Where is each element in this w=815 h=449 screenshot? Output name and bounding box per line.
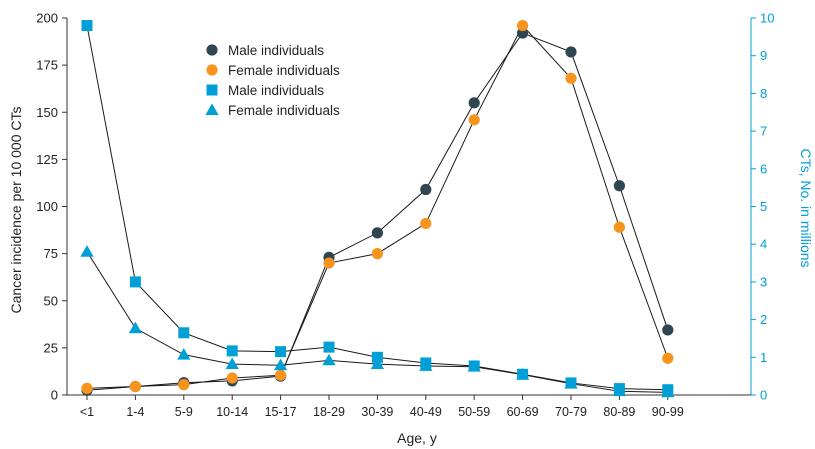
x-tick-label: 1-4 xyxy=(126,405,144,419)
y-left-tick-label: 75 xyxy=(44,246,58,261)
male-individuals-square-point xyxy=(129,276,141,288)
legend-marker-female-individuals-triangle xyxy=(205,103,219,115)
female-individuals-triangle-point xyxy=(612,384,626,397)
series-markers xyxy=(80,19,675,398)
y-left-tick-label: 25 xyxy=(44,340,58,355)
female-individuals-circle-point xyxy=(178,379,190,391)
male-individuals-square-point xyxy=(81,20,93,32)
y-right-tick-label: 9 xyxy=(760,48,767,63)
male-individuals-circle-point xyxy=(565,46,577,58)
legend-marker-female-individuals-circle xyxy=(206,64,218,76)
male-individuals-circle-point xyxy=(662,324,674,336)
male-individuals-circle-point xyxy=(468,97,480,109)
axes: 0 25 50 75 100 125 150 175 200 0 1 2 3 4 5 6 7 8 9 10 <1 1-4 5… xyxy=(36,11,774,420)
y-left-tick-label: 50 xyxy=(44,293,58,308)
male-individuals-square-point xyxy=(323,341,335,353)
male-individuals-circle-point xyxy=(420,183,432,196)
x-tick-label: 60-69 xyxy=(507,405,539,419)
y-right-tick-label: 4 xyxy=(760,237,767,252)
female-individuals-circle-point xyxy=(468,114,480,126)
female-individuals-circle-point xyxy=(565,72,577,84)
female-individuals-circle-point xyxy=(81,382,93,395)
female-individuals-triangle-point xyxy=(564,377,578,389)
x-tick-label: 90-99 xyxy=(652,405,684,419)
female-individuals-circle-point xyxy=(275,369,287,381)
female-individuals-circle-point xyxy=(226,372,238,384)
female-individuals-circle-point xyxy=(662,352,674,364)
legend-marker-male-individuals-square xyxy=(206,84,218,96)
female-individuals-triangle-point xyxy=(467,360,481,372)
male-individuals-square-point xyxy=(226,345,238,357)
legend-label: Female individuals xyxy=(228,63,340,78)
female-individuals-circle-point xyxy=(371,248,383,260)
series-lines xyxy=(86,24,669,393)
y-left-tick-label: 200 xyxy=(36,11,58,26)
male-individuals-square-line xyxy=(86,25,668,391)
y-left-tick-label: 0 xyxy=(51,388,58,403)
y-right-tick-label: 5 xyxy=(760,199,767,214)
legend-label: Female individuals xyxy=(228,103,340,118)
female-individuals-circle-point xyxy=(420,217,432,230)
y-left-tick-label: 175 xyxy=(36,58,58,73)
y-right-tick-label: 1 xyxy=(760,350,767,365)
male-individuals-circle-line xyxy=(86,32,669,391)
female-individuals-triangle-point xyxy=(370,357,384,370)
female-individuals-triangle-point xyxy=(516,368,530,380)
x-tick-label: 30-39 xyxy=(361,405,393,419)
female-individuals-triangle-point xyxy=(419,359,433,371)
x-tick-label: 70-79 xyxy=(555,405,587,419)
y-right-tick-label: 3 xyxy=(760,274,767,289)
male-individuals-circle-point xyxy=(371,227,383,239)
x-tick-label: 10-14 xyxy=(216,405,248,419)
female-individuals-triangle-point xyxy=(225,357,239,370)
female-individuals-triangle-point xyxy=(274,358,288,371)
y-left-tick-label: 125 xyxy=(36,152,58,167)
female-individuals-triangle-point xyxy=(128,321,142,334)
male-individuals-square-point xyxy=(275,346,287,358)
y-left-tick-label: 100 xyxy=(36,199,58,214)
y-right-tick-label: 8 xyxy=(760,86,767,101)
x-tick-label: 80-89 xyxy=(603,405,635,419)
x-tick-label: 50-59 xyxy=(458,405,490,419)
x-tick-label: 15-17 xyxy=(265,405,297,419)
female-individuals-circle-point xyxy=(613,221,626,233)
y-right-tick-label: 10 xyxy=(760,11,774,26)
y-axis-left-title: Cancer incidence per 10 000 CTs xyxy=(8,106,24,313)
female-individuals-circle-point xyxy=(323,257,335,269)
female-individuals-triangle-point xyxy=(322,353,336,366)
y-right-tick-label: 0 xyxy=(760,388,767,403)
female-individuals-circle-point xyxy=(517,19,529,32)
y-right-tick-label: 6 xyxy=(760,161,767,176)
legend-label: Male individuals xyxy=(228,83,324,98)
x-tick-label: 5-9 xyxy=(175,405,193,419)
male-individuals-square-point xyxy=(371,351,383,363)
female-individuals-triangle-point xyxy=(80,245,94,257)
male-individuals-square-point xyxy=(178,327,190,339)
x-tick-label: 18-29 xyxy=(313,405,345,419)
x-axis-title: Age, y xyxy=(397,430,437,446)
y-right-tick-label: 7 xyxy=(760,124,767,139)
y-axis-right-title: CTs, No. in millions xyxy=(798,148,814,267)
legend: Male individuals Female individuals Male i… xyxy=(205,43,340,118)
y-right-tick-label: 2 xyxy=(760,312,767,327)
x-tick-label: 40-49 xyxy=(410,405,442,419)
female-individuals-circle-point xyxy=(129,380,141,393)
legend-marker-male-individuals-circle xyxy=(206,44,218,56)
y-left-tick-label: 150 xyxy=(36,105,58,120)
female-individuals-triangle-point xyxy=(177,348,191,360)
legend-label: Male individuals xyxy=(228,43,324,58)
female-individuals-triangle-point xyxy=(661,385,675,398)
male-individuals-circle-point xyxy=(613,180,626,192)
x-tick-label: <1 xyxy=(80,405,94,419)
